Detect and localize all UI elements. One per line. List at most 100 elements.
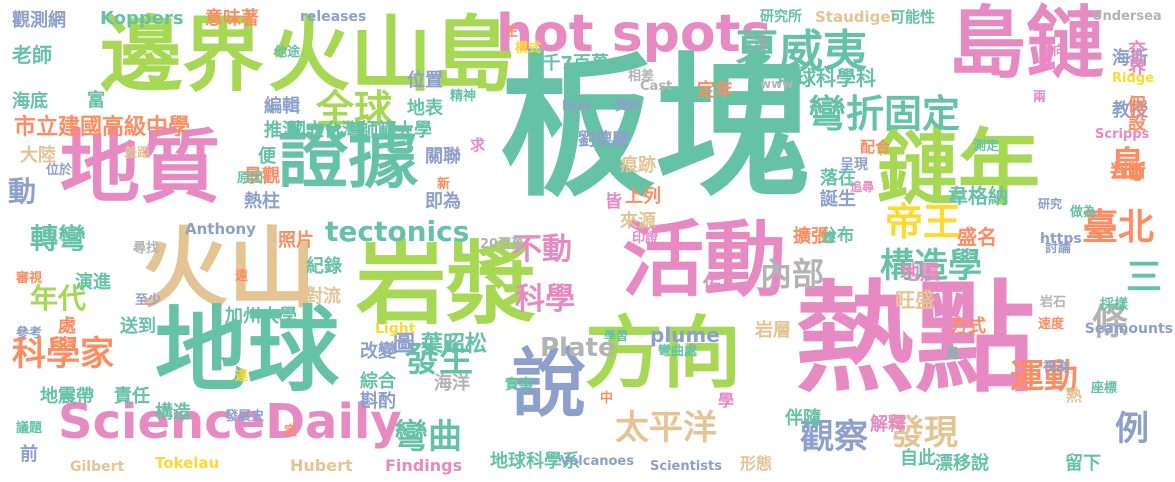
- cloud-word: 編輯: [264, 96, 300, 117]
- cloud-word: 市立建國高級中學: [14, 115, 191, 140]
- cloud-word: hot spots: [496, 4, 772, 64]
- cloud-word: 兩: [1033, 90, 1047, 105]
- cloud-word: tectonics: [325, 215, 470, 248]
- cloud-word: 議題: [16, 421, 43, 436]
- cloud-word: 追尋: [850, 180, 875, 194]
- cloud-word: 盛名: [957, 225, 997, 249]
- cloud-word: 條: [1092, 302, 1129, 343]
- cloud-word: 岩漿: [356, 232, 536, 337]
- cloud-word: 正: [505, 25, 519, 40]
- cloud-word: 活動: [622, 213, 787, 308]
- cloud-word: 地震帶: [40, 386, 94, 407]
- cloud-word: Seamounts: [1084, 321, 1173, 337]
- cloud-word: 全球: [316, 87, 393, 131]
- cloud-word: 內部: [760, 255, 825, 293]
- cloud-word: 彎曲: [394, 417, 462, 457]
- cloud-word: 說: [512, 341, 586, 427]
- cloud-word: 定: [284, 424, 298, 439]
- cloud-word: 地表: [407, 98, 443, 119]
- cloud-word: 達: [235, 369, 249, 384]
- cloud-word: 印證: [632, 231, 659, 246]
- cloud-word: 採樣: [1100, 297, 1128, 313]
- cloud-word: 島鏈: [948, 0, 1105, 89]
- cloud-word: https: [1040, 231, 1082, 247]
- cloud-word: 熱點: [795, 270, 1035, 409]
- cloud-word: 原因: [237, 171, 264, 186]
- cloud-word: Findings: [385, 456, 463, 475]
- cloud-word: 誕生: [820, 189, 856, 210]
- cloud-word: Anthony: [185, 220, 256, 238]
- cloud-word: 夏威夷: [735, 26, 867, 77]
- cloud-word: 假設: [1125, 95, 1146, 131]
- cloud-word: 紀錄: [306, 256, 342, 277]
- cloud-word: 擴張: [793, 226, 829, 247]
- cloud-word: 判斷: [1110, 161, 1146, 182]
- cloud-word: Cast: [640, 79, 673, 94]
- cloud-word: 方向: [585, 309, 742, 399]
- cloud-word: 意味著: [205, 8, 259, 29]
- cloud-word: 不動: [512, 232, 572, 267]
- cloud-word: plume: [650, 323, 720, 347]
- cloud-word: 解釋: [870, 414, 906, 435]
- cloud-word: 運動: [1010, 357, 1078, 397]
- cloud-word: Undersea: [1092, 9, 1162, 24]
- cloud-word: 邊界: [100, 8, 265, 103]
- cloud-word: 交界: [1125, 40, 1146, 76]
- cloud-word: 富: [87, 90, 105, 111]
- cloud-word: 位置: [407, 70, 443, 91]
- cloud-word: 痕跡: [620, 155, 656, 176]
- cloud-word: 留下: [1065, 453, 1101, 474]
- cloud-word: 討論: [1045, 241, 1072, 256]
- cloud-word: 見: [946, 347, 960, 362]
- cloud-word: 外: [745, 43, 763, 64]
- cloud-word: Koppers: [100, 8, 184, 29]
- cloud-word: 發生: [405, 340, 473, 380]
- cloud-word: 實事: [505, 377, 533, 393]
- cloud-word: 轉向: [1040, 44, 1067, 59]
- cloud-word: Scientists: [650, 459, 722, 474]
- cloud-word: 觀測網: [12, 10, 66, 31]
- cloud-word: Hubert: [290, 456, 353, 475]
- cloud-word: 推測: [264, 120, 300, 141]
- cloud-word: 劉德慶: [578, 130, 629, 150]
- cloud-word: 熱柱: [244, 191, 280, 212]
- cloud-word: 地震: [900, 260, 940, 284]
- cloud-word: 轉彎: [30, 222, 87, 255]
- cloud-word: Ridge: [1112, 71, 1154, 86]
- cloud-word: 地球: [155, 297, 340, 404]
- cloud-word: Gilbert: [70, 459, 125, 475]
- cloud-word: 動: [8, 175, 37, 208]
- cloud-word: 漂移說: [935, 453, 989, 474]
- cloud-word: 伴隨: [785, 408, 821, 429]
- cloud-word: 做為: [1070, 205, 1097, 220]
- cloud-word: 定年: [697, 80, 733, 101]
- cloud-word: 三: [1126, 257, 1163, 298]
- cloud-word: Staudigel: [815, 8, 896, 26]
- cloud-word: 構造: [155, 402, 191, 423]
- cloud-word: 分布: [820, 226, 854, 246]
- cloud-word: Light: [375, 321, 416, 337]
- cloud-word: 火山: [140, 217, 317, 320]
- cloud-word: 研究: [1038, 197, 1063, 211]
- cloud-word: 鏈年: [876, 121, 1041, 216]
- cloud-word: 落在: [820, 168, 856, 189]
- cloud-word: 旺盛: [895, 288, 935, 312]
- cloud-word: 遠: [235, 269, 249, 284]
- cloud-word: 太平洋: [615, 408, 717, 448]
- cloud-word: 岩石: [1040, 295, 1067, 310]
- cloud-word: 中: [600, 391, 614, 406]
- cloud-word: Plate: [540, 333, 616, 363]
- cloud-word: 年代: [30, 282, 87, 315]
- cloud-word: 教授: [1112, 100, 1148, 121]
- cloud-word: 20百萬: [480, 237, 525, 252]
- cloud-word: 差距: [124, 146, 151, 161]
- cloud-word: 綜合: [360, 371, 396, 392]
- cloud-word: 觀察: [800, 417, 868, 457]
- cloud-word: 岩層: [755, 320, 791, 341]
- cloud-word: 彎折固定: [808, 92, 961, 136]
- cloud-word: 模式: [515, 41, 542, 56]
- cloud-word: 熱: [1066, 386, 1083, 405]
- cloud-word: 上列: [625, 186, 661, 207]
- cloud-word: 方式: [950, 316, 986, 337]
